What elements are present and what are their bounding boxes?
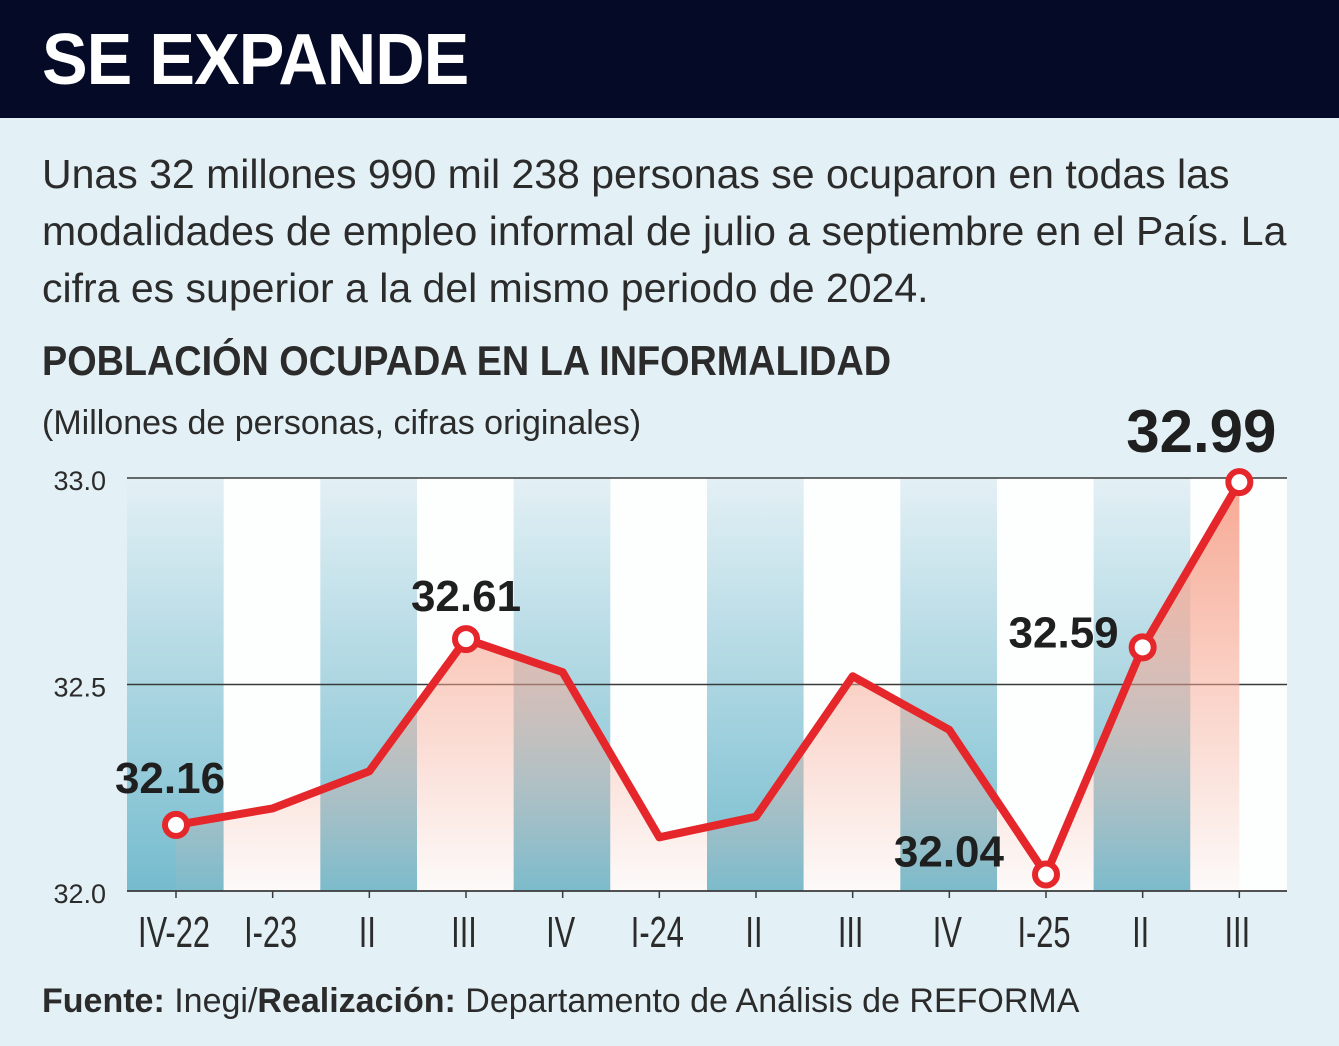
series-line xyxy=(172,478,1244,879)
data-point xyxy=(162,810,190,839)
intro-text: Unas 32 millones 990 mil 238 personas se… xyxy=(42,151,1287,311)
x-tick-label: III xyxy=(838,909,864,958)
source-value: Inegi/ xyxy=(174,982,258,1020)
data-label: 32.61 xyxy=(411,572,521,621)
y-tick-label: 32.0 xyxy=(53,879,106,909)
credit-label: Realización: xyxy=(257,982,456,1020)
y-tick-label: 33.0 xyxy=(53,466,106,496)
data-label: 32.99 xyxy=(1126,398,1276,465)
page-title: SE EXPANDE xyxy=(42,20,469,100)
x-tick-label: IV xyxy=(933,909,963,958)
data-label: 32.59 xyxy=(1009,608,1119,657)
data-label: 32.16 xyxy=(115,754,225,803)
x-tick-label: I-23 xyxy=(244,909,297,958)
y-tick-label: 32.5 xyxy=(53,673,106,703)
x-tick-label: III xyxy=(451,909,477,958)
source-label: Fuente: xyxy=(42,982,165,1020)
chart-title: POBLACIÓN OCUPADA EN LA INFORMALIDAD xyxy=(42,337,892,384)
header-bar: SE EXPANDE xyxy=(0,0,1339,118)
credit-value: Departamento de Análisis de REFORMA xyxy=(465,982,1080,1020)
data-point xyxy=(1032,860,1060,889)
data-label: 32.04 xyxy=(894,827,1005,876)
data-point xyxy=(1225,468,1254,497)
x-tick-label: II xyxy=(359,909,376,958)
x-tick-label: I-25 xyxy=(1017,909,1070,958)
x-tick-label: III xyxy=(1224,909,1250,958)
footer-credits: Fuente: Inegi/Realización: Departamento … xyxy=(42,978,1079,1024)
x-tick-label: II xyxy=(745,909,762,958)
x-tick-label: II xyxy=(1132,909,1149,958)
x-tick-label: IV xyxy=(546,909,576,958)
x-tick-label: IV-22 xyxy=(138,909,210,958)
data-point xyxy=(452,625,480,654)
x-tick-label: I-24 xyxy=(631,909,684,958)
area-fill xyxy=(176,482,1240,891)
data-point xyxy=(1128,633,1157,662)
chart-subtitle: (Millones de personas, cifras originales… xyxy=(42,404,642,442)
